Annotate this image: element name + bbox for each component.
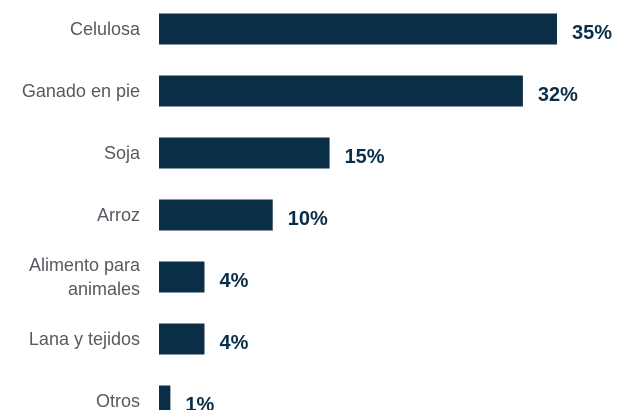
category-labels-group: Celulosa Ganado en pie Soja Arroz Alimento p… <box>22 19 141 410</box>
bar-lana-y-tejidos <box>159 323 205 355</box>
value-label-arroz: 10% <box>288 208 328 230</box>
category-label-otros: Otros <box>96 391 140 410</box>
value-labels-group: 35% 32% 15% 10% 4% 4% 1% <box>185 22 612 410</box>
value-label-lana-y-tejidos: 4% <box>219 332 248 354</box>
bar-ganado-en-pie <box>159 75 523 107</box>
value-label-celulosa: 35% <box>572 22 612 44</box>
category-label-celulosa: Celulosa <box>70 19 141 39</box>
value-label-otros: 1% <box>185 394 214 410</box>
category-label-ganado-en-pie: Ganado en pie <box>22 81 140 101</box>
bar-soja <box>159 137 330 169</box>
category-label-soja: Soja <box>104 143 141 163</box>
bar-otros <box>159 385 171 410</box>
value-label-soja: 15% <box>345 146 385 168</box>
value-label-ganado-en-pie: 32% <box>538 84 578 106</box>
bar-arroz <box>159 199 273 231</box>
category-label-alimento-para-animales: Alimento para animales <box>29 255 141 299</box>
bar-alimento-para-animales <box>159 261 205 293</box>
category-label-lana-y-tejidos: Lana y tejidos <box>29 329 140 349</box>
bars-group <box>159 13 557 410</box>
bar-celulosa <box>159 13 557 45</box>
value-label-alimento-para-animales: 4% <box>219 270 248 292</box>
category-label-arroz: Arroz <box>97 205 140 225</box>
